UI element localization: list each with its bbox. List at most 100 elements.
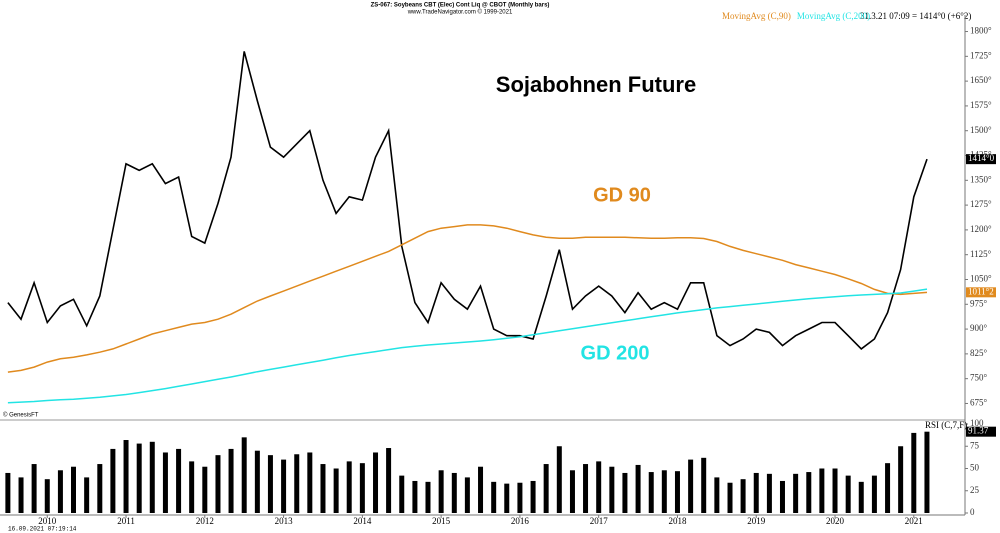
rsi-bar — [123, 440, 129, 513]
rsi-bar — [858, 481, 864, 513]
rsi-bar — [386, 448, 392, 513]
rsi-bar — [228, 448, 234, 513]
rsi-bar — [885, 463, 891, 513]
rsi-bar — [451, 472, 457, 513]
rsi-bar — [267, 455, 273, 513]
rsi-bar — [202, 466, 208, 513]
y-tick-label: 1125° — [970, 249, 992, 259]
y-tick-label: 100 — [970, 418, 984, 428]
rsi-bar — [871, 475, 877, 513]
rsi-bar — [241, 437, 247, 513]
rsi-bar — [70, 466, 76, 513]
chart-title: Sojabohnen Future — [496, 72, 696, 97]
x-tick-label: 2021 — [905, 516, 923, 526]
y-tick-label: 975° — [970, 298, 988, 308]
rsi-bar — [346, 461, 352, 513]
y-tick-label: 1350° — [970, 174, 992, 184]
x-tick-label: 2014 — [353, 516, 372, 526]
legend-entry: MovingAvg (C,200) — [797, 11, 870, 21]
y-tick-label: 1725° — [970, 50, 992, 60]
y-tick-label: 1200° — [970, 224, 992, 234]
rsi-bar — [569, 470, 575, 513]
rsi-bar — [740, 479, 746, 513]
rsi-bar — [806, 472, 812, 513]
rsi-bar — [307, 452, 313, 513]
rsi-bar — [517, 482, 523, 513]
copyright: © GenesisFT — [3, 412, 39, 419]
rsi-bar — [766, 473, 772, 513]
y-tick-label: 825° — [970, 348, 988, 358]
rsi-bar — [162, 452, 168, 513]
x-tick-label: 2019 — [747, 516, 766, 526]
rsi-bar — [688, 459, 694, 513]
rsi-bar — [110, 448, 116, 513]
x-tick-label: 2011 — [117, 516, 135, 526]
y-tick-label: 0 — [970, 507, 975, 517]
rsi-bar — [596, 461, 602, 513]
end-label-box — [966, 154, 996, 165]
rsi-bar — [176, 448, 182, 513]
rsi-bar — [911, 432, 917, 513]
rsi-bar — [333, 468, 339, 513]
rsi-bar — [84, 477, 90, 513]
y-tick-label: 1275° — [970, 199, 992, 209]
x-tick-label: 2016 — [511, 516, 530, 526]
end-label: 91.37 — [968, 426, 989, 436]
y-tick-label: 675° — [970, 398, 988, 408]
x-tick-label: 2018 — [668, 516, 687, 526]
y-tick-label: 75 — [970, 440, 980, 450]
rsi-bar — [359, 463, 365, 513]
rsi-bar — [149, 441, 155, 513]
x-tick-label: 2017 — [590, 516, 609, 526]
end-label-box — [966, 287, 996, 298]
header-title: ZS-067: Soybeans CBT (Elec) Cont Liq @ C… — [371, 3, 550, 9]
rsi-bar — [845, 475, 851, 513]
y-tick-label: 750° — [970, 373, 988, 383]
rsi-bar — [622, 472, 628, 513]
rsi-bar — [425, 481, 431, 513]
rsi-bar — [44, 479, 50, 513]
quote: 31.3.21 07:09 = 1414°0 (+6°2) — [860, 11, 971, 21]
annotation: GD 90 — [593, 184, 651, 206]
rsi-bar — [727, 482, 733, 513]
rsi-bar — [583, 464, 589, 513]
x-tick-label: 2020 — [826, 516, 845, 526]
x-tick-label: 2015 — [432, 516, 451, 526]
rsi-bar — [793, 473, 799, 513]
y-tick-label: 50 — [970, 463, 980, 473]
rsi-bar — [254, 450, 260, 513]
panel-title: RSI (C,7,F) — [925, 420, 967, 430]
rsi-bar — [57, 470, 63, 513]
rsi-bar — [215, 455, 221, 513]
rsi-bar — [320, 464, 326, 513]
rsi-bar — [819, 468, 825, 513]
rsi-bar — [438, 470, 444, 513]
rsi-bar — [189, 461, 195, 513]
rsi-bar — [412, 480, 418, 513]
rsi-bar — [779, 480, 785, 513]
rsi-bar — [543, 464, 549, 513]
rsi-bar — [898, 446, 904, 513]
rsi-bar — [674, 471, 680, 513]
end-label-box — [966, 426, 996, 437]
rsi-bar — [530, 480, 536, 513]
y-tick-label: 1050° — [970, 274, 992, 284]
end-label: 1011°2 — [968, 286, 994, 296]
header-subtitle: www.TradeNavigator.com © 1999-2021 — [407, 9, 513, 16]
rsi-bar — [294, 454, 300, 513]
rsi-bar — [478, 466, 484, 513]
y-tick-label: 25 — [970, 485, 980, 495]
rsi-bar — [464, 477, 470, 513]
rsi-bar — [609, 466, 615, 513]
rsi-bar — [924, 431, 930, 513]
legend-entry: MovingAvg (C,90) — [722, 11, 791, 21]
x-tick-label: 2010 — [38, 516, 57, 526]
rsi-bar — [714, 477, 720, 513]
x-tick-label: 2013 — [275, 516, 294, 526]
y-tick-label: 1500° — [970, 125, 992, 135]
annotation: GD 200 — [581, 342, 650, 364]
rsi-bar — [661, 470, 667, 513]
rsi-bar — [753, 472, 759, 513]
